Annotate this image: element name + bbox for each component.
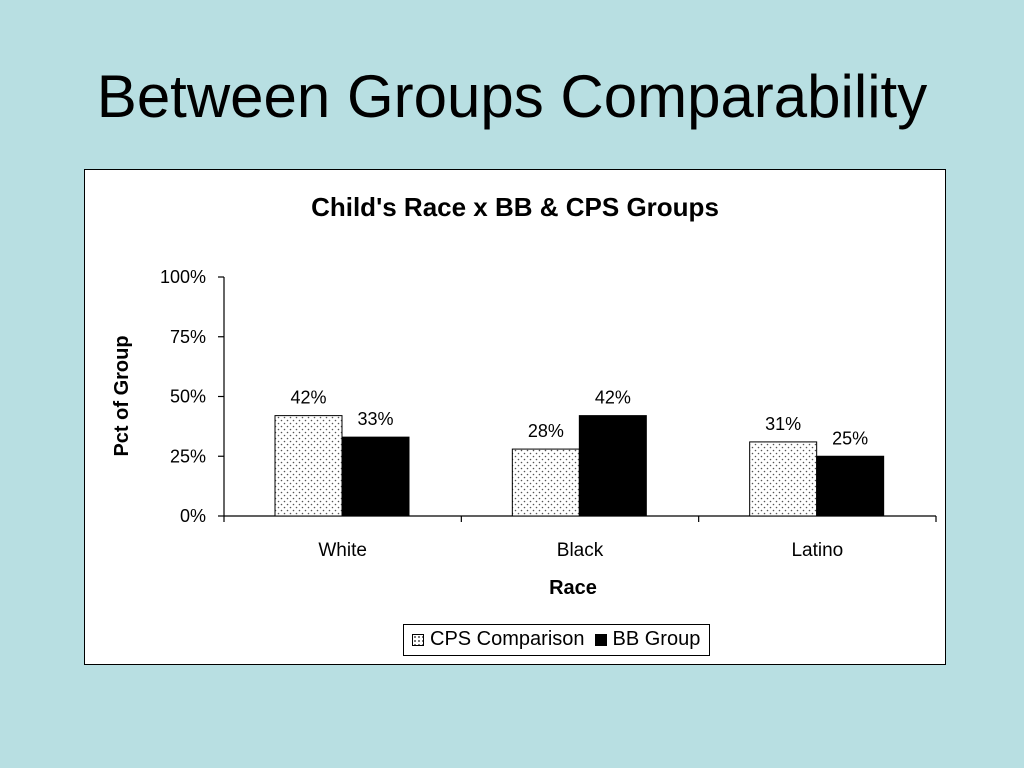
slide-title: Between Groups Comparability	[96, 63, 928, 130]
legend-swatch-cps	[412, 633, 424, 646]
chart-frame: Child's Race x BB & CPS Groups 0% 25% 50% 7…	[84, 169, 946, 665]
data-label: 42%	[290, 388, 326, 408]
bar-cps-black	[511, 448, 580, 517]
chart-title: Child's Race x BB & CPS Groups	[311, 192, 719, 222]
data-label: 42%	[595, 388, 631, 408]
y-tick-label: 0%	[180, 506, 206, 526]
legend-swatch-bb	[594, 633, 607, 646]
legend-item-bb: BB Group	[594, 628, 701, 651]
y-tick-label: 100%	[160, 267, 206, 287]
y-tick-label: 50%	[170, 387, 206, 407]
legend-label-bb: BB Group	[612, 628, 701, 650]
bar-cps-white	[274, 415, 343, 517]
data-label: 33%	[357, 409, 393, 429]
x-tick-label: Black	[557, 540, 604, 561]
bar-cps-latino	[749, 441, 818, 517]
y-tick-label: 75%	[170, 327, 206, 347]
bar-chart: 0% 25% 50% 75% 100% 42% 33% White 28% 42% Black 31%…	[111, 267, 937, 599]
legend-item-cps: CPS Comparison	[412, 628, 585, 651]
legend-label-cps: CPS Comparison	[430, 628, 585, 650]
data-label: 25%	[832, 428, 868, 448]
x-tick-label: White	[318, 540, 367, 561]
bar-bb-black	[578, 415, 647, 517]
x-axis-title: Race	[549, 577, 597, 599]
bar-bb-white	[341, 436, 410, 517]
data-label: 31%	[765, 414, 801, 434]
y-tick-label: 25%	[170, 446, 206, 466]
bar-bb-latino	[816, 455, 885, 517]
y-axis-title: Pct of Group	[111, 335, 133, 456]
chart-legend: CPS Comparison BB Group	[403, 624, 711, 656]
data-label: 28%	[528, 421, 564, 441]
x-tick-label: Latino	[791, 540, 843, 561]
